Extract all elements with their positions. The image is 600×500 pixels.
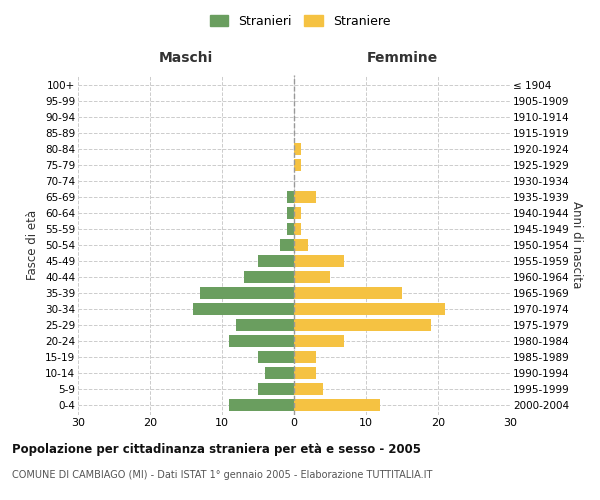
Bar <box>193 303 294 315</box>
Text: Maschi: Maschi <box>159 51 213 65</box>
Text: Femmine: Femmine <box>367 51 437 65</box>
Bar <box>294 384 323 396</box>
Text: COMUNE DI CAMBIAGO (MI) - Dati ISTAT 1° gennaio 2005 - Elaborazione TUTTITALIA.I: COMUNE DI CAMBIAGO (MI) - Dati ISTAT 1° … <box>12 470 433 480</box>
Bar <box>280 239 294 251</box>
Bar <box>294 271 330 283</box>
Bar <box>287 207 294 219</box>
Bar <box>294 319 431 331</box>
Y-axis label: Anni di nascita: Anni di nascita <box>571 202 583 288</box>
Bar <box>200 287 294 299</box>
Bar <box>229 400 294 411</box>
Bar <box>294 287 402 299</box>
Bar <box>287 191 294 203</box>
Bar <box>294 368 316 380</box>
Bar <box>244 271 294 283</box>
Bar <box>294 207 301 219</box>
Text: Popolazione per cittadinanza straniera per età e sesso - 2005: Popolazione per cittadinanza straniera p… <box>12 442 421 456</box>
Bar <box>294 351 316 364</box>
Y-axis label: Fasce di età: Fasce di età <box>26 210 40 280</box>
Bar <box>287 223 294 235</box>
Bar <box>294 159 301 171</box>
Bar <box>294 223 301 235</box>
Bar <box>294 303 445 315</box>
Bar <box>294 335 344 347</box>
Bar <box>236 319 294 331</box>
Bar <box>265 368 294 380</box>
Bar <box>294 255 344 267</box>
Bar <box>294 143 301 155</box>
Bar <box>258 255 294 267</box>
Bar <box>229 335 294 347</box>
Bar <box>258 384 294 396</box>
Bar <box>294 239 308 251</box>
Bar <box>258 351 294 364</box>
Bar <box>294 400 380 411</box>
Legend: Stranieri, Straniere: Stranieri, Straniere <box>206 11 394 32</box>
Bar <box>294 191 316 203</box>
